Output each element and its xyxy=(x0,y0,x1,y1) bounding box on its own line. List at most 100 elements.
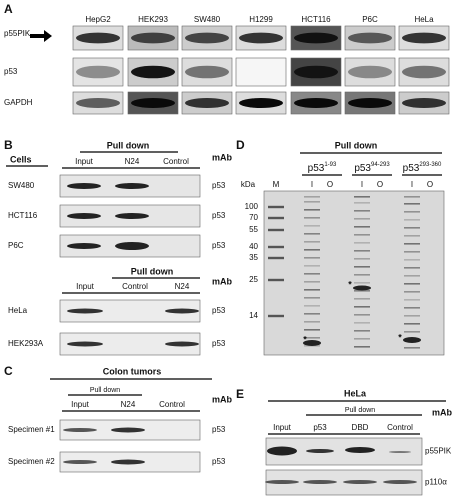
lane-band xyxy=(354,274,370,276)
antibody-label: p53 xyxy=(212,339,226,348)
lane-band xyxy=(304,313,320,315)
ladder-band xyxy=(268,205,284,209)
marker-label: 40 xyxy=(249,242,258,251)
column-header: HepG2 xyxy=(85,15,111,24)
band xyxy=(402,98,446,108)
lane-band xyxy=(404,243,420,245)
band xyxy=(165,341,199,347)
lane-band xyxy=(304,225,320,227)
column-header: P6C xyxy=(362,15,378,24)
antibody-label: p53 xyxy=(212,457,226,466)
construct-sup: 94-293 xyxy=(371,162,390,168)
band xyxy=(185,32,229,44)
lane-band xyxy=(354,346,370,348)
band xyxy=(343,480,377,484)
lane-band xyxy=(354,330,370,332)
lane-band xyxy=(304,201,320,203)
lane-band xyxy=(304,297,320,299)
antibody-label: p53 xyxy=(212,241,226,250)
band xyxy=(131,65,175,79)
row-label: GAPDH xyxy=(4,98,33,107)
pull-down: Pull down xyxy=(90,387,120,394)
column-header: Input xyxy=(75,157,94,166)
antibody-label: p53 xyxy=(212,306,226,315)
lane-band xyxy=(404,291,420,293)
lane-label: I xyxy=(311,180,313,189)
lane-band xyxy=(354,218,370,220)
lane-label: O xyxy=(327,180,333,189)
marker-label: 25 xyxy=(249,275,258,284)
column-header: H1299 xyxy=(249,15,273,24)
pull-down: Pull down xyxy=(345,407,375,414)
band xyxy=(303,480,337,484)
band xyxy=(131,32,175,44)
column-header: Control xyxy=(387,423,413,432)
panel-title: HeLa xyxy=(344,388,367,398)
column-header: Input xyxy=(273,423,292,432)
lane-band xyxy=(354,258,370,260)
band xyxy=(389,451,411,453)
row-label: p53 xyxy=(4,67,18,76)
lane-band xyxy=(404,283,420,285)
column-header: Control xyxy=(163,157,189,166)
band xyxy=(294,65,338,79)
blot xyxy=(72,57,124,87)
band xyxy=(402,65,446,79)
lane-band xyxy=(404,331,420,333)
band xyxy=(353,285,371,291)
band xyxy=(111,459,145,465)
lane-band xyxy=(354,298,370,300)
lane-band xyxy=(404,267,420,269)
band xyxy=(67,213,101,219)
band xyxy=(111,427,145,433)
band xyxy=(267,446,297,456)
blot xyxy=(263,190,445,356)
ladder-band xyxy=(268,245,284,249)
lane-band xyxy=(354,266,370,268)
lane-band xyxy=(404,323,420,325)
lane-band xyxy=(354,338,370,340)
lane-band xyxy=(354,306,370,308)
arrow xyxy=(30,30,52,42)
asterisk: * xyxy=(348,279,352,289)
band xyxy=(115,242,149,250)
column-header: N24 xyxy=(175,282,190,291)
ladder-band xyxy=(268,216,284,220)
ladder-band xyxy=(268,278,284,282)
blot xyxy=(235,57,287,87)
ladder-band xyxy=(268,256,284,260)
band xyxy=(165,308,199,314)
column-header: Input xyxy=(76,282,95,291)
row-label: p55PIK xyxy=(425,447,452,456)
panel-label: C xyxy=(4,364,13,378)
row-label: SW480 xyxy=(8,181,35,190)
row-label: HEK293A xyxy=(8,339,44,348)
lane-band xyxy=(304,273,320,275)
band xyxy=(115,213,149,219)
row-label: P6C xyxy=(8,241,24,250)
mab-header: mAb xyxy=(432,407,453,417)
marker-label: 35 xyxy=(249,253,258,262)
band xyxy=(67,183,101,189)
lane-band xyxy=(304,337,320,339)
construct-label: p531-93 xyxy=(308,162,337,174)
asterisk: * xyxy=(303,334,307,344)
construct-sup: 293-360 xyxy=(419,162,442,168)
column-header: p53 xyxy=(313,423,327,432)
column-header: N24 xyxy=(121,400,136,409)
antibody-label: p53 xyxy=(212,181,226,190)
lane-band xyxy=(304,241,320,243)
construct-base: p53 xyxy=(354,163,371,174)
cells-header: Cells xyxy=(10,154,32,164)
band xyxy=(76,98,120,108)
column-header: Control xyxy=(159,400,185,409)
pull-down: Pull down xyxy=(335,140,378,150)
band xyxy=(63,460,97,464)
marker-label: 70 xyxy=(249,213,258,222)
lane-band xyxy=(354,282,370,284)
lane-band xyxy=(404,219,420,221)
lane-band xyxy=(354,210,370,212)
asterisk: * xyxy=(398,332,402,342)
lane-band xyxy=(404,211,420,213)
